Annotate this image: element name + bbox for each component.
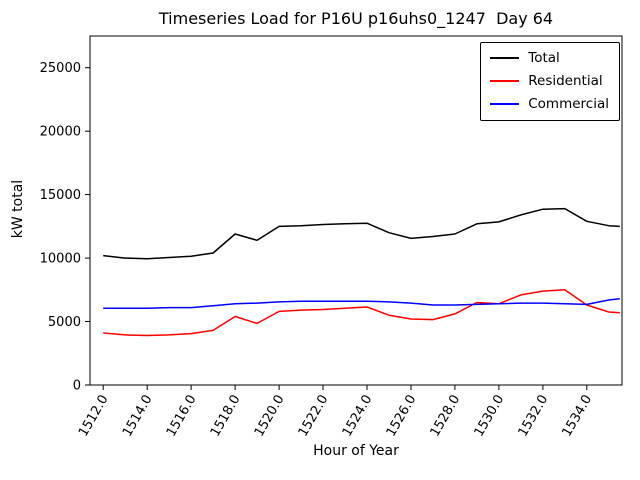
svg-text:1516.0: 1516.0 [164, 393, 200, 440]
svg-text:1524.0: 1524.0 [340, 393, 376, 440]
svg-text:1532.0: 1532.0 [516, 393, 552, 440]
svg-text:10000: 10000 [40, 252, 81, 267]
svg-text:1514.0: 1514.0 [120, 393, 156, 440]
legend-label-residential: Residential [528, 73, 603, 90]
legend-item-commercial: Commercial [490, 96, 609, 112]
svg-text:1526.0: 1526.0 [384, 393, 420, 440]
svg-text:5000: 5000 [48, 315, 81, 330]
legend: Total Residential Commercial [480, 42, 620, 121]
legend-label-total: Total [528, 50, 560, 66]
chart-title: Timeseries Load for P16U p16uhs0_1247 Da… [158, 9, 554, 28]
svg-text:1530.0: 1530.0 [472, 393, 508, 440]
svg-text:1528.0: 1528.0 [428, 393, 464, 440]
legend-line-commercial [490, 103, 520, 106]
x-axis-label: Hour of Year [313, 443, 399, 459]
legend-item-residential: Residential [490, 73, 609, 89]
svg-text:0: 0 [73, 379, 81, 394]
svg-text:20000: 20000 [40, 125, 81, 140]
legend-label-commercial: Commercial [528, 96, 609, 113]
svg-text:1520.0: 1520.0 [252, 393, 288, 440]
svg-text:15000: 15000 [40, 188, 81, 203]
legend-item-total: Total [490, 50, 609, 66]
svg-text:1534.0: 1534.0 [560, 393, 596, 440]
svg-text:1522.0: 1522.0 [296, 393, 332, 440]
svg-text:1512.0: 1512.0 [76, 393, 112, 440]
legend-line-residential [490, 80, 520, 83]
svg-text:25000: 25000 [40, 61, 81, 76]
legend-line-total [490, 57, 520, 60]
svg-text:1518.0: 1518.0 [208, 393, 244, 440]
